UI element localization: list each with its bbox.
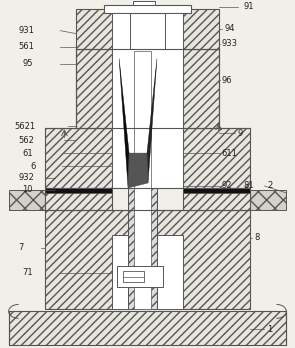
Bar <box>45 128 112 188</box>
Text: 10: 10 <box>23 185 33 195</box>
Text: 94: 94 <box>224 24 235 33</box>
Polygon shape <box>128 153 148 188</box>
Text: 9: 9 <box>237 129 243 138</box>
Text: 81: 81 <box>244 181 254 190</box>
Bar <box>112 13 130 49</box>
Bar <box>45 190 112 210</box>
Bar <box>133 1 155 5</box>
Text: 561: 561 <box>19 42 35 51</box>
Text: 933: 933 <box>222 39 238 48</box>
Bar <box>183 128 250 188</box>
Text: 95: 95 <box>23 59 33 68</box>
Bar <box>112 9 183 49</box>
Bar <box>123 270 144 283</box>
Text: 71: 71 <box>23 268 33 277</box>
Bar <box>45 210 250 309</box>
Bar <box>165 13 183 49</box>
Text: 931: 931 <box>19 26 35 35</box>
Bar <box>9 311 286 345</box>
Text: 91: 91 <box>244 2 254 11</box>
Bar <box>183 188 250 193</box>
Bar <box>134 50 151 309</box>
Text: 92: 92 <box>222 181 232 190</box>
Bar <box>183 190 250 210</box>
Text: 96: 96 <box>222 76 232 85</box>
Text: 932: 932 <box>19 174 35 182</box>
Bar <box>183 190 286 210</box>
Text: 1: 1 <box>268 325 273 334</box>
Text: 6: 6 <box>31 161 36 171</box>
Bar <box>183 49 219 128</box>
Bar <box>76 9 219 49</box>
Text: 61: 61 <box>23 149 33 158</box>
Bar <box>117 266 163 287</box>
Bar <box>45 188 112 193</box>
Bar <box>112 49 183 128</box>
Bar <box>104 5 191 13</box>
Bar <box>128 50 157 309</box>
Text: 611: 611 <box>222 149 237 158</box>
Bar <box>76 49 112 128</box>
Text: 8: 8 <box>255 233 260 242</box>
Text: 5621: 5621 <box>15 122 36 131</box>
Polygon shape <box>119 58 129 188</box>
Bar <box>112 128 183 188</box>
Bar <box>112 235 183 309</box>
Bar <box>9 190 112 210</box>
Text: 7: 7 <box>19 243 24 252</box>
Text: 562: 562 <box>19 136 35 145</box>
Polygon shape <box>147 58 157 183</box>
Text: 2: 2 <box>268 181 273 190</box>
